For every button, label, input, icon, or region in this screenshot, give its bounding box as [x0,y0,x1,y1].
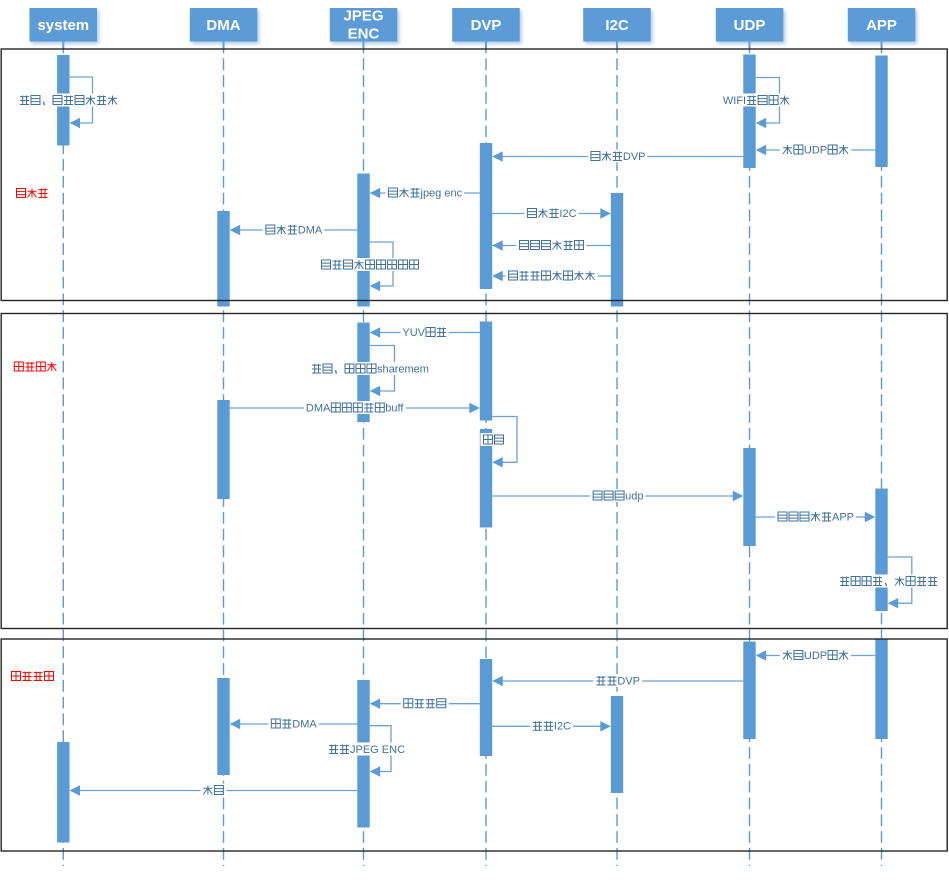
svg-text:udp: udp [625,490,643,502]
svg-text:sharemem: sharemem [377,363,429,375]
svg-text:DMA: DMA [292,718,317,730]
svg-text:jpeg enc: jpeg enc [420,187,463,199]
svg-text:I2C: I2C [554,721,571,733]
svg-text:DMA: DMA [306,402,331,414]
svg-text:DVP: DVP [617,675,640,687]
svg-text:DVP: DVP [623,151,646,163]
svg-text:UDP: UDP [804,650,827,662]
svg-text:UDP: UDP [804,144,827,156]
svg-text:WIFI: WIFI [723,95,746,107]
svg-text:system: system [37,17,89,34]
svg-text:DVP: DVP [471,17,502,34]
svg-text:DMA: DMA [206,17,240,34]
svg-text:I2C: I2C [559,208,576,220]
svg-text:APP: APP [866,17,897,34]
svg-text:APP: APP [832,511,854,523]
svg-text:UDP: UDP [734,17,766,34]
svg-text:I2C: I2C [605,17,629,34]
svg-text:JPEG ENC: JPEG ENC [350,744,405,756]
svg-text:YUV: YUV [402,327,425,339]
svg-text:JPEG: JPEG [343,8,383,25]
svg-text:DMA: DMA [298,224,323,236]
svg-text:buff: buff [385,402,404,414]
svg-text:ENC: ENC [348,26,380,43]
